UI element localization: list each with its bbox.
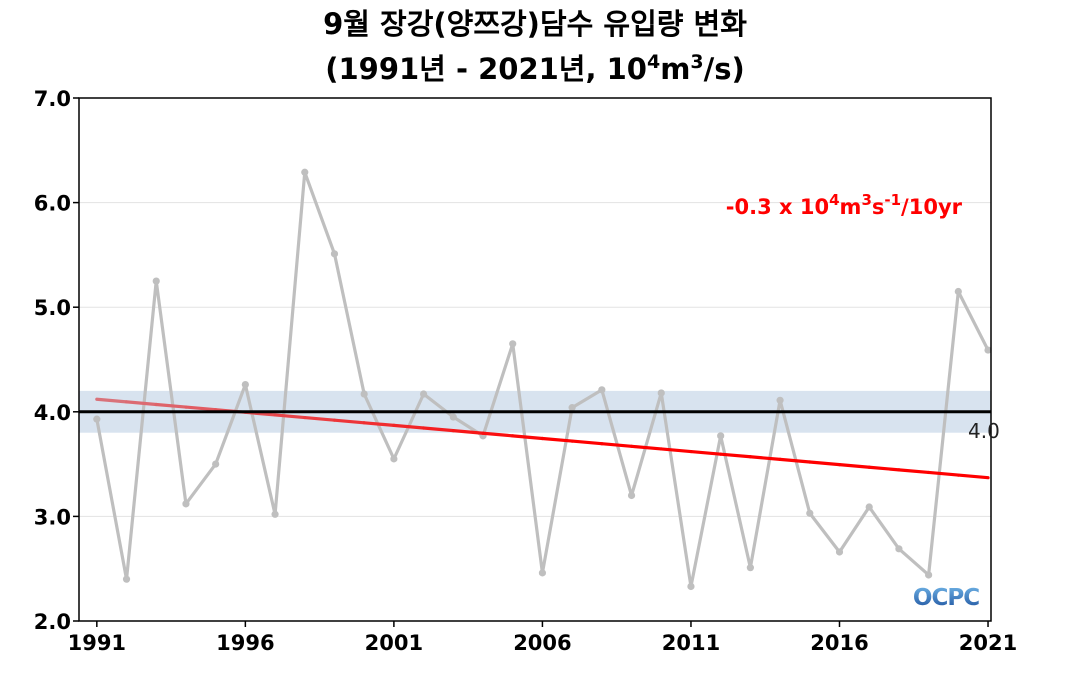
trend-segment-6 <box>273 413 307 420</box>
trend-segment-28 <box>927 470 960 477</box>
data-point-2000 <box>360 390 368 398</box>
ocpc-logo: OCPC <box>913 585 980 611</box>
mean-label: 4.0 <box>968 419 1000 443</box>
data-point-2019 <box>925 571 933 579</box>
data-point-2012 <box>717 432 725 440</box>
trend-label-pre: -0.3 x 10 <box>726 195 829 219</box>
trend-label-sup2: 3 <box>861 191 871 209</box>
y-tick-label-5.0: 5.0 <box>34 296 71 320</box>
trend-line <box>95 397 990 480</box>
trend-segment-24 <box>808 460 842 467</box>
data-point-2016 <box>835 548 844 556</box>
title-line2-sup2: 3 <box>690 51 703 73</box>
trend-segment-9 <box>362 421 396 427</box>
grid-lines <box>79 202 991 517</box>
data-point-2017 <box>865 503 873 511</box>
trend-segment-12 <box>451 429 485 435</box>
data-point-1991 <box>93 415 101 423</box>
x-tick-label-2016: 2016 <box>810 631 868 655</box>
trend-segment-17 <box>600 442 634 448</box>
x-tick-label-1996: 1996 <box>216 631 274 655</box>
data-point-2009 <box>627 491 636 500</box>
trend-segment-8 <box>332 418 366 425</box>
trend-segment-27 <box>897 468 931 475</box>
trend-segment-18 <box>629 444 663 451</box>
tick-labels: 2.0 3.0 4.0 5.0 6.0 7.0 1991 1996 2001 2006 2011 20… <box>34 87 1017 655</box>
trend-label-m: m <box>840 195 862 219</box>
y-tick-label-4.0: 4.0 <box>34 401 71 425</box>
trend-segment-19 <box>659 447 693 454</box>
x-tick-label-2011: 2011 <box>662 631 720 655</box>
data-point-1994 <box>182 500 190 508</box>
data-point-2018 <box>895 545 903 553</box>
title-line2-post: /s) <box>704 52 745 86</box>
trend-segment-10 <box>392 423 426 430</box>
data-point-2002 <box>419 390 428 398</box>
x-tick-label-2006: 2006 <box>513 631 571 655</box>
data-point-2001 <box>390 455 398 463</box>
y-tick-label-6.0: 6.0 <box>34 192 71 216</box>
series-polyline <box>95 170 990 589</box>
trend-segment-23 <box>778 457 812 464</box>
trend-segment-26 <box>867 465 901 472</box>
plot-frame <box>78 97 992 622</box>
data-point-2008 <box>598 386 606 394</box>
trend-segment-20 <box>689 449 723 456</box>
trend-segment-29 <box>956 473 990 480</box>
trend-segment-2 <box>154 402 188 409</box>
trend-label-sup1: 4 <box>829 191 839 209</box>
data-point-2005 <box>509 340 517 348</box>
data-point-2015 <box>806 509 814 517</box>
y-tick-label-3.0: 3.0 <box>34 505 71 529</box>
trend-segment-16 <box>570 439 604 446</box>
data-point-1996 <box>241 381 249 389</box>
data-point-2006 <box>538 569 547 577</box>
chart-title-line1: 9월 장강(양쯔강)담수 유입량 변화 <box>323 7 747 41</box>
trend-segment-3 <box>184 405 218 412</box>
trend-segment-15 <box>540 436 574 443</box>
trend-segment-21 <box>719 452 752 459</box>
y-tick-label-2.0: 2.0 <box>34 610 71 634</box>
data-point-1997 <box>271 510 279 518</box>
data-point-2014 <box>776 396 784 404</box>
data-point-1992 <box>122 575 131 583</box>
trend-label-post: /10yr <box>901 195 963 219</box>
chart-title-line2: (1991년 - 2021년, 104m3/s) <box>325 51 745 86</box>
trend-segment-7 <box>303 415 337 422</box>
trend-segment-22 <box>748 455 782 461</box>
data-point-2021 <box>984 346 992 354</box>
data-point-2003 <box>449 413 457 421</box>
x-tick-label-2021: 2021 <box>959 631 1017 655</box>
trend-label: -0.3 x 104m3s-1/10yr <box>726 191 963 219</box>
trend-segment-0 <box>95 397 129 404</box>
trend-label-sup3: -1 <box>884 191 901 209</box>
data-point-2010 <box>657 389 665 397</box>
axes <box>73 97 992 627</box>
trend-segment-1 <box>124 400 158 407</box>
series-line <box>93 168 992 591</box>
data-point-2007 <box>568 404 576 412</box>
data-point-1999 <box>330 250 339 258</box>
data-point-1998 <box>301 168 309 176</box>
x-tick-label-2001: 2001 <box>365 631 423 655</box>
trend-segment-13 <box>481 431 515 438</box>
title-line2-sup1: 4 <box>647 51 660 73</box>
trend-label-s: s <box>872 195 885 219</box>
data-point-2011 <box>687 582 695 591</box>
data-point-1995 <box>212 460 220 468</box>
trend-segment-11 <box>421 426 455 433</box>
trend-segment-25 <box>837 463 871 469</box>
x-tick-label-1991: 1991 <box>68 631 126 655</box>
data-point-2020 <box>954 287 962 296</box>
title-line2-mid: m <box>660 52 690 86</box>
data-point-2013 <box>746 564 754 572</box>
logo-text: OCPC <box>913 585 979 611</box>
trend-segment-14 <box>511 434 545 441</box>
y-tick-label-7.0: 7.0 <box>34 87 71 111</box>
data-point-1993 <box>152 277 160 285</box>
title-line2-pre: (1991년 - 2021년, 10 <box>325 52 647 86</box>
